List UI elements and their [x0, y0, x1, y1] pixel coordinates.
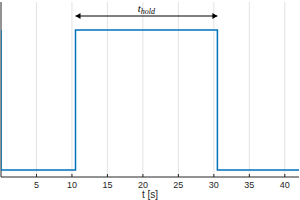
x-tick	[284, 174, 285, 177]
grid-line	[284, 2, 285, 177]
x-tick	[71, 174, 72, 177]
x-tick-label: 5	[34, 180, 39, 190]
chart: 510152025303540t [s]thold	[0, 0, 300, 200]
x-axis	[1, 177, 299, 178]
grid-line	[213, 2, 214, 177]
x-tick	[107, 174, 108, 177]
x-tick	[142, 174, 143, 177]
x-tick	[178, 174, 179, 177]
grid-line	[142, 2, 143, 177]
grid-line	[178, 2, 179, 177]
annotation-text: thold	[138, 2, 156, 16]
x-tick-label: 40	[280, 180, 290, 190]
arrow-head	[76, 13, 81, 19]
grid-line	[249, 2, 250, 177]
x-tick-label: 30	[209, 180, 219, 190]
grid-line	[36, 2, 37, 177]
x-tick-label: 10	[67, 180, 77, 190]
x-tick-label: 35	[244, 180, 254, 190]
grid-line	[107, 2, 108, 177]
x-tick-label: 15	[102, 180, 112, 190]
arrow-head	[212, 13, 217, 19]
series-line	[1, 30, 299, 170]
x-tick	[249, 174, 250, 177]
grid-line	[71, 2, 72, 177]
x-tick-label: 25	[173, 180, 183, 190]
x-tick	[213, 174, 214, 177]
x-axis-label: t [s]	[142, 189, 158, 200]
x-tick	[36, 174, 37, 177]
plot-area	[1, 30, 299, 170]
annotation-subscript: hold	[141, 7, 156, 16]
